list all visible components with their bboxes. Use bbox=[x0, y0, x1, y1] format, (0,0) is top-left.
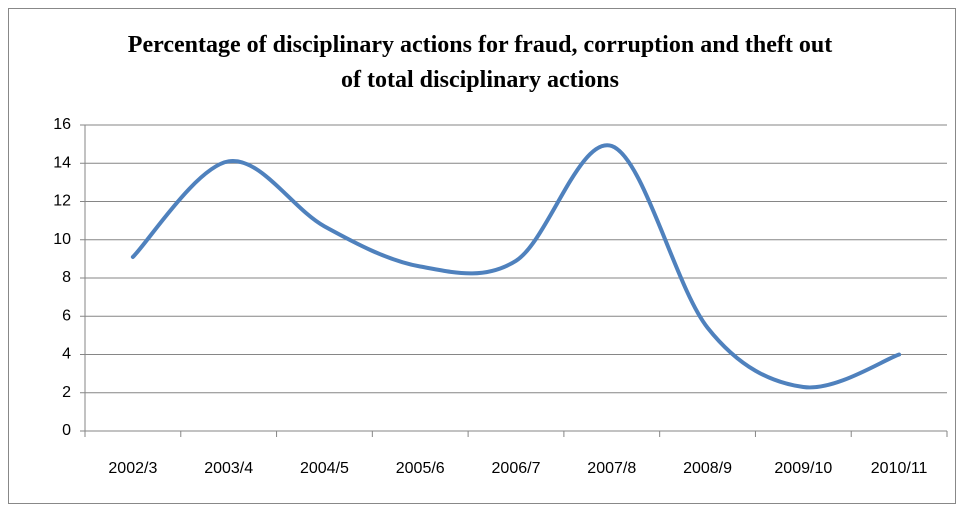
x-tick-label: 2005/6 bbox=[396, 460, 445, 477]
x-tick-label: 2003/4 bbox=[204, 460, 253, 477]
line-series bbox=[130, 143, 902, 390]
y-tick-label: 12 bbox=[53, 193, 71, 210]
chart-title: Percentage of disciplinary actions for f… bbox=[127, 32, 833, 93]
x-tick-label: 2006/7 bbox=[492, 460, 541, 477]
x-tick-label: 2010/11 bbox=[871, 460, 928, 477]
y-tick-label: 0 bbox=[62, 422, 71, 439]
y-tick-label: 4 bbox=[62, 346, 71, 363]
x-tick-label: 2008/9 bbox=[683, 460, 732, 477]
y-tick-label: 10 bbox=[53, 231, 71, 248]
y-tick-label: 16 bbox=[53, 116, 71, 133]
y-tick-label: 6 bbox=[62, 307, 71, 324]
x-tick-label: 2002/3 bbox=[108, 460, 157, 477]
x-tick-label: 2004/5 bbox=[300, 460, 349, 477]
y-tick-label: 2 bbox=[62, 384, 71, 401]
y-tick-label: 14 bbox=[53, 154, 71, 171]
x-tick-label: 2007/8 bbox=[587, 460, 636, 477]
chart-frame bbox=[8, 8, 956, 504]
y-tick-label: 8 bbox=[62, 269, 71, 286]
x-tick-label: 2009/10 bbox=[774, 460, 832, 477]
